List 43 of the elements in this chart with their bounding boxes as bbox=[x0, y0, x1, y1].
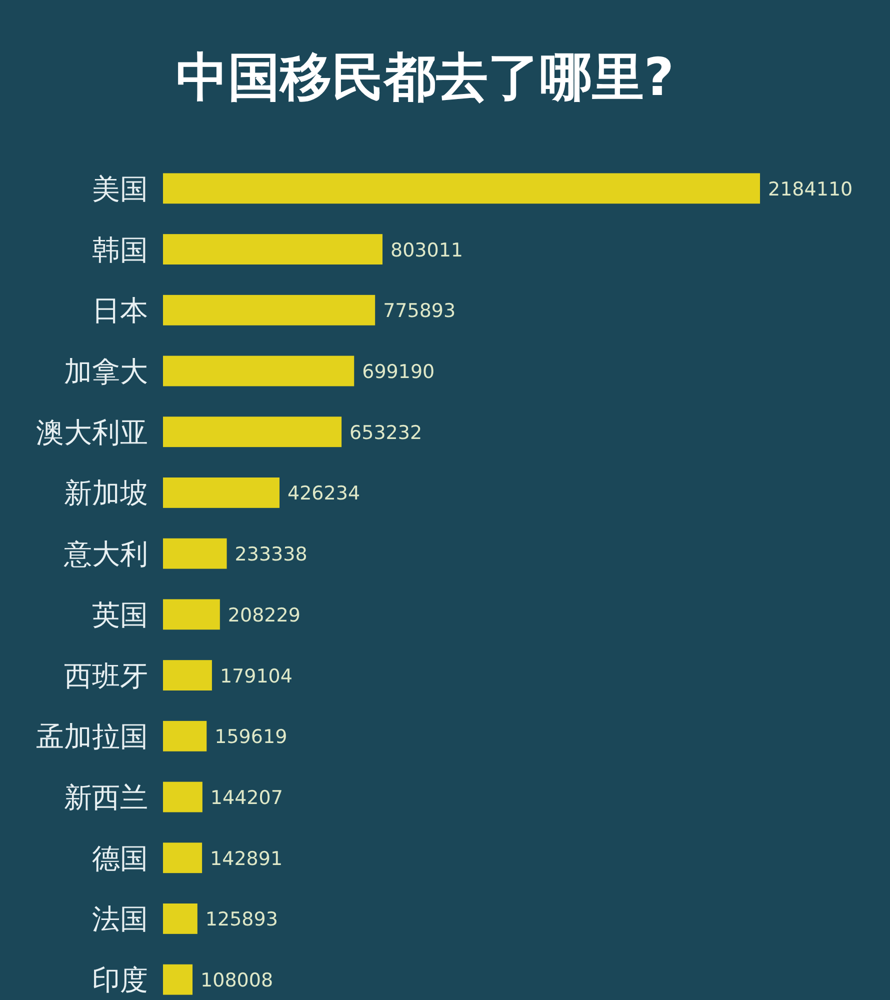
data-label: 144207 bbox=[210, 787, 283, 809]
data-label: 125893 bbox=[205, 908, 278, 931]
y-tick-label: 美国 bbox=[92, 172, 148, 206]
bar bbox=[163, 294, 376, 326]
data-label: 653232 bbox=[350, 422, 422, 444]
bar bbox=[163, 964, 193, 995]
y-tick-label: 日本 bbox=[92, 294, 148, 328]
y-tick-label: 英国 bbox=[92, 598, 148, 632]
data-label: 775893 bbox=[383, 300, 456, 322]
bar bbox=[163, 660, 212, 690]
data-label: 179104 bbox=[220, 665, 292, 688]
bar bbox=[163, 842, 202, 874]
data-label: 233338 bbox=[234, 544, 308, 566]
data-label: 159619 bbox=[214, 726, 288, 748]
y-tick-label: 印度 bbox=[92, 964, 148, 997]
bar bbox=[163, 720, 207, 752]
data-label: 108008 bbox=[200, 970, 274, 992]
y-tick-label: 德国 bbox=[92, 842, 148, 875]
data-label: 426234 bbox=[288, 482, 360, 505]
data-label: 208229 bbox=[228, 604, 300, 626]
chart-title: 中国移民都去了哪里? bbox=[176, 48, 674, 108]
bar bbox=[163, 904, 198, 934]
y-tick-label: 澳大利亚 bbox=[36, 416, 148, 449]
y-tick-label: 西班牙 bbox=[64, 659, 148, 692]
y-tick-label: 新西兰 bbox=[64, 781, 148, 814]
data-label: 2184110 bbox=[768, 178, 853, 200]
data-label: 699190 bbox=[362, 361, 435, 383]
y-tick-label: 法国 bbox=[92, 902, 148, 936]
bar bbox=[163, 173, 760, 204]
y-tick-label: 加拿大 bbox=[64, 355, 148, 388]
bar bbox=[163, 782, 202, 812]
y-tick-label: 韩国 bbox=[92, 233, 148, 266]
bar bbox=[163, 478, 280, 508]
y-tick-label: 新加坡 bbox=[64, 476, 148, 510]
data-label: 803011 bbox=[390, 239, 464, 262]
bar bbox=[163, 538, 227, 569]
bar bbox=[163, 356, 354, 386]
y-tick-label: 意大利 bbox=[63, 538, 148, 571]
y-tick-label: 孟加拉国 bbox=[36, 720, 148, 754]
bar bbox=[163, 234, 382, 264]
bar bbox=[163, 599, 220, 630]
bar bbox=[163, 416, 342, 448]
data-label: 142891 bbox=[210, 848, 283, 870]
